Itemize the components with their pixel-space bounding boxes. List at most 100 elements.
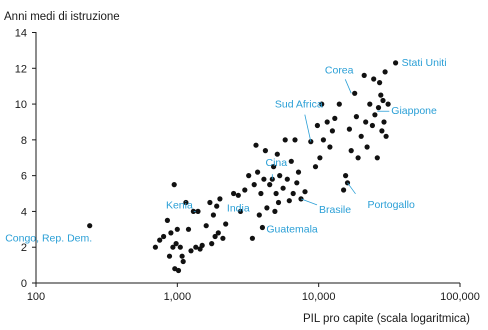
data-point bbox=[273, 190, 279, 197]
annotation-leader-line bbox=[300, 198, 318, 206]
data-point bbox=[168, 230, 174, 236]
point-annotation-label: Stati Uniti bbox=[402, 57, 447, 69]
x-axis-ticks: 100 1,000 10,000 100,000 bbox=[27, 283, 480, 303]
data-point bbox=[288, 158, 294, 164]
data-point bbox=[341, 187, 347, 193]
data-point bbox=[286, 198, 292, 204]
data-point bbox=[374, 155, 380, 161]
data-point bbox=[282, 137, 288, 143]
data-point bbox=[249, 235, 255, 241]
x-tick-label: 100,000 bbox=[440, 291, 480, 303]
x-tick-label: 10,000 bbox=[302, 291, 336, 303]
data-point bbox=[332, 115, 338, 121]
data-point bbox=[87, 223, 93, 229]
data-point bbox=[251, 182, 257, 188]
data-point bbox=[195, 208, 201, 214]
data-point bbox=[319, 101, 325, 107]
data-point bbox=[292, 137, 298, 143]
data-point bbox=[336, 101, 342, 107]
data-point bbox=[210, 212, 216, 218]
data-point bbox=[259, 224, 265, 231]
data-point bbox=[352, 90, 358, 96]
data-point bbox=[277, 173, 283, 179]
data-point bbox=[223, 221, 229, 227]
data-point bbox=[290, 190, 296, 197]
data-point bbox=[275, 199, 282, 206]
data-point bbox=[256, 212, 262, 218]
data-point bbox=[220, 235, 226, 241]
data-point bbox=[378, 92, 384, 98]
data-point bbox=[203, 223, 209, 229]
data-point bbox=[312, 164, 319, 170]
data-point bbox=[274, 151, 280, 157]
point-annotation-label: Giappone bbox=[391, 105, 437, 117]
data-point bbox=[295, 169, 302, 175]
data-point bbox=[231, 190, 237, 197]
data-point bbox=[280, 185, 286, 191]
data-point bbox=[302, 189, 308, 195]
data-point bbox=[173, 241, 179, 247]
point-annotation-label: Sud Africa bbox=[275, 99, 323, 111]
data-point bbox=[180, 258, 186, 265]
data-point bbox=[262, 148, 268, 154]
data-point bbox=[174, 226, 180, 232]
y-tick-label: 10 bbox=[15, 99, 27, 111]
data-point bbox=[209, 241, 215, 247]
data-point bbox=[320, 137, 326, 143]
data-point bbox=[271, 164, 277, 170]
data-point bbox=[348, 148, 354, 154]
data-point bbox=[235, 192, 241, 198]
data-point bbox=[193, 244, 199, 250]
y-tick-label: 8 bbox=[21, 135, 27, 147]
y-tick-label: 0 bbox=[21, 278, 27, 290]
y-tick-label: 6 bbox=[21, 171, 27, 183]
point-annotations: Congo, Rep. Dem. Kenia India Cina GuatemalaB… bbox=[5, 57, 446, 245]
data-point bbox=[177, 244, 183, 250]
data-point bbox=[382, 69, 388, 75]
data-point bbox=[377, 80, 383, 86]
data-point bbox=[183, 199, 189, 206]
point-annotation-label: India bbox=[227, 202, 250, 214]
data-point bbox=[314, 122, 320, 129]
data-point bbox=[264, 205, 270, 211]
data-point bbox=[284, 176, 290, 182]
data-point bbox=[166, 253, 173, 259]
y-tick-label: 4 bbox=[21, 206, 27, 218]
data-point bbox=[294, 180, 300, 186]
point-annotation-label: Kenia bbox=[166, 199, 193, 211]
data-point bbox=[375, 105, 382, 111]
data-point bbox=[379, 128, 385, 134]
data-point bbox=[317, 155, 323, 161]
data-point bbox=[343, 173, 349, 179]
data-point bbox=[152, 244, 158, 250]
data-point bbox=[164, 217, 170, 223]
data-point bbox=[329, 128, 335, 134]
data-point bbox=[190, 208, 196, 214]
data-point bbox=[358, 133, 364, 139]
y-tick-label: 14 bbox=[15, 28, 27, 40]
data-point bbox=[361, 72, 367, 78]
data-point bbox=[207, 199, 213, 206]
y-tick-label: 12 bbox=[15, 63, 27, 75]
data-point bbox=[161, 233, 167, 240]
data-point bbox=[385, 101, 391, 107]
data-point bbox=[185, 226, 192, 232]
annotation-leader-line bbox=[347, 182, 356, 195]
data-points bbox=[87, 60, 399, 274]
data-point bbox=[157, 237, 163, 243]
data-point bbox=[237, 208, 244, 214]
data-point bbox=[393, 60, 399, 66]
data-point bbox=[324, 119, 330, 125]
data-point bbox=[363, 119, 369, 125]
point-annotation-label: Corea bbox=[325, 64, 354, 76]
data-point bbox=[175, 267, 182, 274]
annotation-leader-line bbox=[344, 79, 352, 94]
data-point bbox=[353, 114, 359, 120]
data-point bbox=[217, 196, 223, 202]
data-point bbox=[327, 144, 333, 150]
y-tick-label: 2 bbox=[21, 242, 27, 254]
data-point bbox=[272, 208, 278, 214]
data-point bbox=[188, 248, 194, 254]
